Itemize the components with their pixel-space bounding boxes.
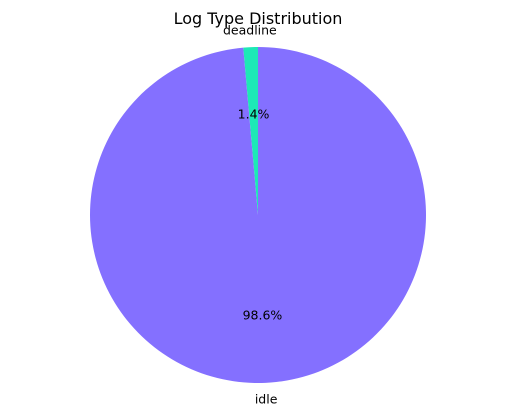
pie-slices <box>90 47 427 383</box>
pie-slice-idle <box>90 47 427 383</box>
slice-pct-deadline: 1.4% <box>238 106 270 121</box>
pie-slice-deadline <box>243 47 258 215</box>
pie-labels: deadline 1.4% idle 98.6% <box>223 22 282 406</box>
slice-label-idle: idle <box>255 392 278 407</box>
slice-label-deadline: deadline <box>223 22 277 37</box>
chart-title: Log Type Distribution <box>174 9 343 28</box>
slice-pct-idle: 98.6% <box>243 308 283 323</box>
